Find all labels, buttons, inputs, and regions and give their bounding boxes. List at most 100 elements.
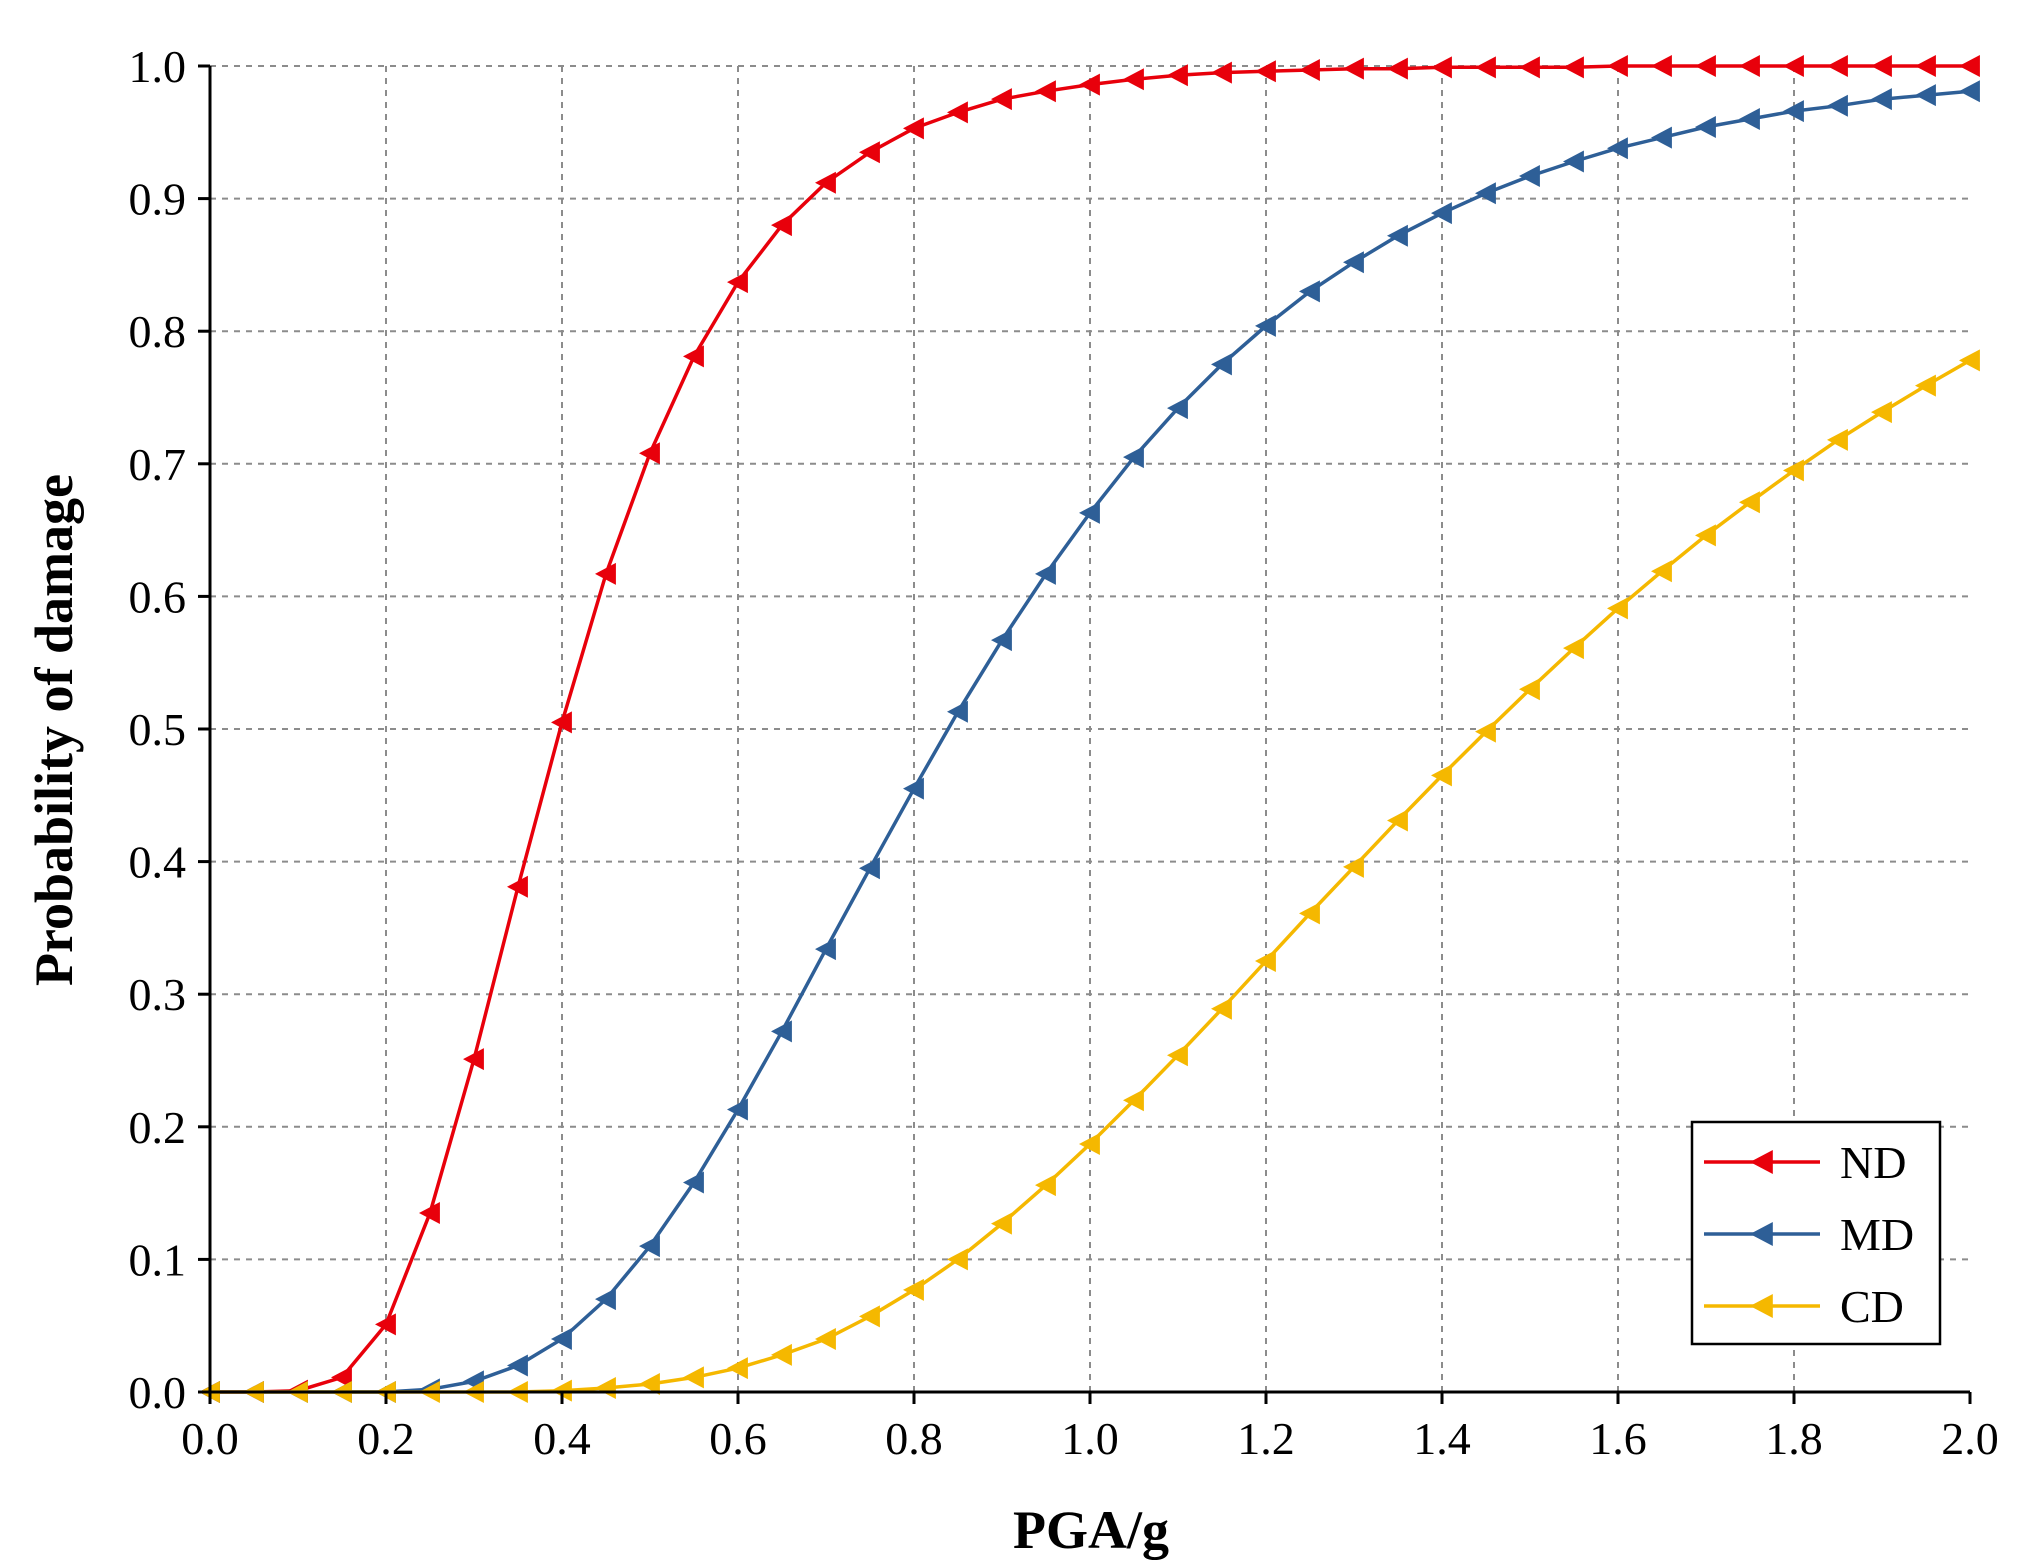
data-point: [1387, 224, 1408, 247]
data-point: [1211, 353, 1232, 376]
y-tick-label: 0.8: [129, 306, 187, 357]
data-point: [1123, 446, 1144, 469]
legend-label: CD: [1840, 1281, 1904, 1332]
data-point: [419, 1201, 440, 1224]
data-point: [859, 857, 880, 880]
series-md: [199, 80, 1980, 1403]
legend-item-nd: ND: [1704, 1137, 1906, 1188]
x-tick-label: 1.6: [1589, 1413, 1647, 1464]
legend-label: MD: [1840, 1209, 1914, 1260]
data-point: [1079, 1133, 1100, 1156]
data-point: [1871, 88, 1892, 111]
data-point: [1783, 100, 1804, 123]
data-point: [1519, 56, 1540, 79]
data-point: [1519, 165, 1540, 188]
y-axis-title: Probability of damage: [24, 474, 84, 986]
x-tick-label: 1.0: [1061, 1413, 1119, 1464]
data-point: [1607, 137, 1628, 160]
data-point: [1475, 182, 1496, 205]
data-point: [507, 875, 528, 898]
legend-item-md: MD: [1704, 1209, 1914, 1260]
data-point: [1915, 55, 1936, 77]
x-axis-title: PGA/g: [1013, 1500, 1169, 1560]
data-point: [903, 777, 924, 800]
legend: ND MD CD: [1690, 1120, 1942, 1346]
x-tick-label: 1.8: [1765, 1413, 1823, 1464]
data-point: [1387, 809, 1408, 832]
data-point: [771, 1343, 792, 1366]
legend-marker: [1750, 1222, 1773, 1246]
data-point: [1431, 56, 1452, 79]
y-tick-label: 0.7: [129, 439, 187, 490]
data-point: [639, 1373, 660, 1396]
data-point: [1695, 115, 1716, 138]
data-point: [727, 271, 748, 294]
x-tick-label: 0.4: [533, 1413, 591, 1464]
data-point: [859, 141, 880, 164]
data-point: [375, 1313, 396, 1336]
data-point: [507, 1354, 528, 1377]
grid: [210, 65, 1970, 1392]
x-tick-label: 1.4: [1413, 1413, 1471, 1464]
data-point: [1255, 314, 1276, 337]
data-point: [1563, 637, 1584, 660]
data-point: [1167, 1044, 1188, 1067]
data-point: [595, 1377, 616, 1400]
data-point: [1827, 428, 1848, 451]
x-tick-label: 0.2: [357, 1413, 415, 1464]
y-tick-label: 0.3: [129, 969, 187, 1020]
data-point: [815, 1327, 836, 1350]
data-point: [1783, 459, 1804, 482]
data-point: [1255, 60, 1276, 83]
data-point: [1871, 401, 1892, 424]
data-point: [1959, 80, 1980, 103]
data-point: [595, 562, 616, 585]
data-point: [595, 1288, 616, 1311]
data-point: [991, 1212, 1012, 1235]
data-point: [947, 700, 968, 723]
data-point: [639, 1235, 660, 1258]
data-point: [1651, 55, 1672, 77]
data-point: [1651, 126, 1672, 149]
data-point: [1431, 764, 1452, 787]
data-point: [1299, 280, 1320, 303]
data-point: [1035, 1174, 1056, 1197]
data-point: [1651, 560, 1672, 583]
data-point: [683, 345, 704, 368]
data-point: [639, 442, 660, 465]
data-point: [1211, 61, 1232, 84]
data-point: [1431, 202, 1452, 225]
x-tick-label: 2.0: [1941, 1413, 1999, 1464]
data-point: [1915, 374, 1936, 397]
data-point: [947, 1248, 968, 1271]
y-tick-label: 0.5: [129, 704, 187, 755]
y-tick-label: 0.2: [129, 1102, 187, 1153]
data-point: [331, 1366, 352, 1389]
data-point: [903, 1278, 924, 1301]
data-point: [1211, 997, 1232, 1020]
data-point: [815, 938, 836, 961]
x-tick-label: 1.2: [1237, 1413, 1295, 1464]
data-point: [683, 1366, 704, 1389]
axes: [198, 64, 1972, 1404]
data-point: [815, 171, 836, 194]
data-point: [771, 214, 792, 237]
data-point: [1079, 73, 1100, 96]
data-point: [1343, 251, 1364, 274]
data-point: [683, 1171, 704, 1194]
data-point: [1739, 491, 1760, 514]
legend-marker: [1750, 1294, 1773, 1318]
data-point: [727, 1357, 748, 1380]
data-point: [991, 88, 1012, 111]
data-point: [1739, 55, 1760, 77]
y-tick-label: 0.1: [129, 1234, 187, 1285]
y-tick-label: 1.0: [129, 41, 187, 92]
data-point: [1475, 56, 1496, 79]
data-point: [1123, 1089, 1144, 1112]
data-point: [1739, 108, 1760, 131]
data-point: [1035, 562, 1056, 585]
x-tick-label: 0.0: [181, 1413, 239, 1464]
data-point: [727, 1098, 748, 1121]
data-point: [1299, 58, 1320, 81]
